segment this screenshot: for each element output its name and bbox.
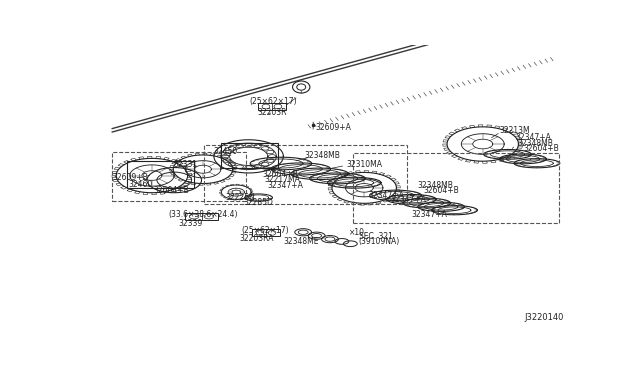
Ellipse shape <box>292 81 310 93</box>
Text: 32347+A: 32347+A <box>515 133 552 142</box>
Text: 32347+A: 32347+A <box>390 195 426 204</box>
Bar <box>252 230 280 236</box>
Text: (25×62×17): (25×62×17) <box>241 226 289 235</box>
Text: (39109NA): (39109NA) <box>359 237 400 246</box>
Text: 32347+A: 32347+A <box>369 191 404 201</box>
Text: 32331: 32331 <box>173 160 197 169</box>
Bar <box>221 143 278 169</box>
Text: 32285D: 32285D <box>244 198 273 207</box>
Text: 32339: 32339 <box>178 219 202 228</box>
Text: 32609+A: 32609+A <box>315 123 351 132</box>
Text: 32213M: 32213M <box>500 126 531 135</box>
Text: 32203RA: 32203RA <box>240 234 274 243</box>
Bar <box>259 103 285 110</box>
Text: 32460: 32460 <box>129 180 153 189</box>
Text: J3220140: J3220140 <box>524 313 563 322</box>
Text: 32604+B: 32604+B <box>154 186 189 195</box>
Text: ×10: ×10 <box>349 228 365 237</box>
Text: 32604+B: 32604+B <box>423 186 459 195</box>
Text: 32348MB: 32348MB <box>417 181 453 190</box>
Text: 32217MA: 32217MA <box>264 175 300 185</box>
Text: 32347+A: 32347+A <box>268 181 303 190</box>
Text: 32310MA: 32310MA <box>347 160 383 169</box>
Bar <box>127 161 194 189</box>
Text: 32348MB: 32348MB <box>518 139 554 148</box>
Bar <box>185 213 218 220</box>
Text: SEC. 321: SEC. 321 <box>359 232 392 241</box>
Text: (33.6×38.6×24.4): (33.6×38.6×24.4) <box>168 210 238 219</box>
Text: 32348MB: 32348MB <box>305 151 340 160</box>
Text: 32203R: 32203R <box>257 108 287 117</box>
Text: 32450: 32450 <box>213 147 237 156</box>
Text: 32348ME: 32348ME <box>284 237 319 246</box>
Text: 32604+B: 32604+B <box>262 170 298 179</box>
Text: 32225N: 32225N <box>225 193 255 202</box>
Text: (25×62×17): (25×62×17) <box>250 97 297 106</box>
Text: 32347+A: 32347+A <box>412 210 447 219</box>
Text: 32604+B: 32604+B <box>523 144 559 153</box>
Text: 32609+B: 32609+B <box>112 173 148 182</box>
